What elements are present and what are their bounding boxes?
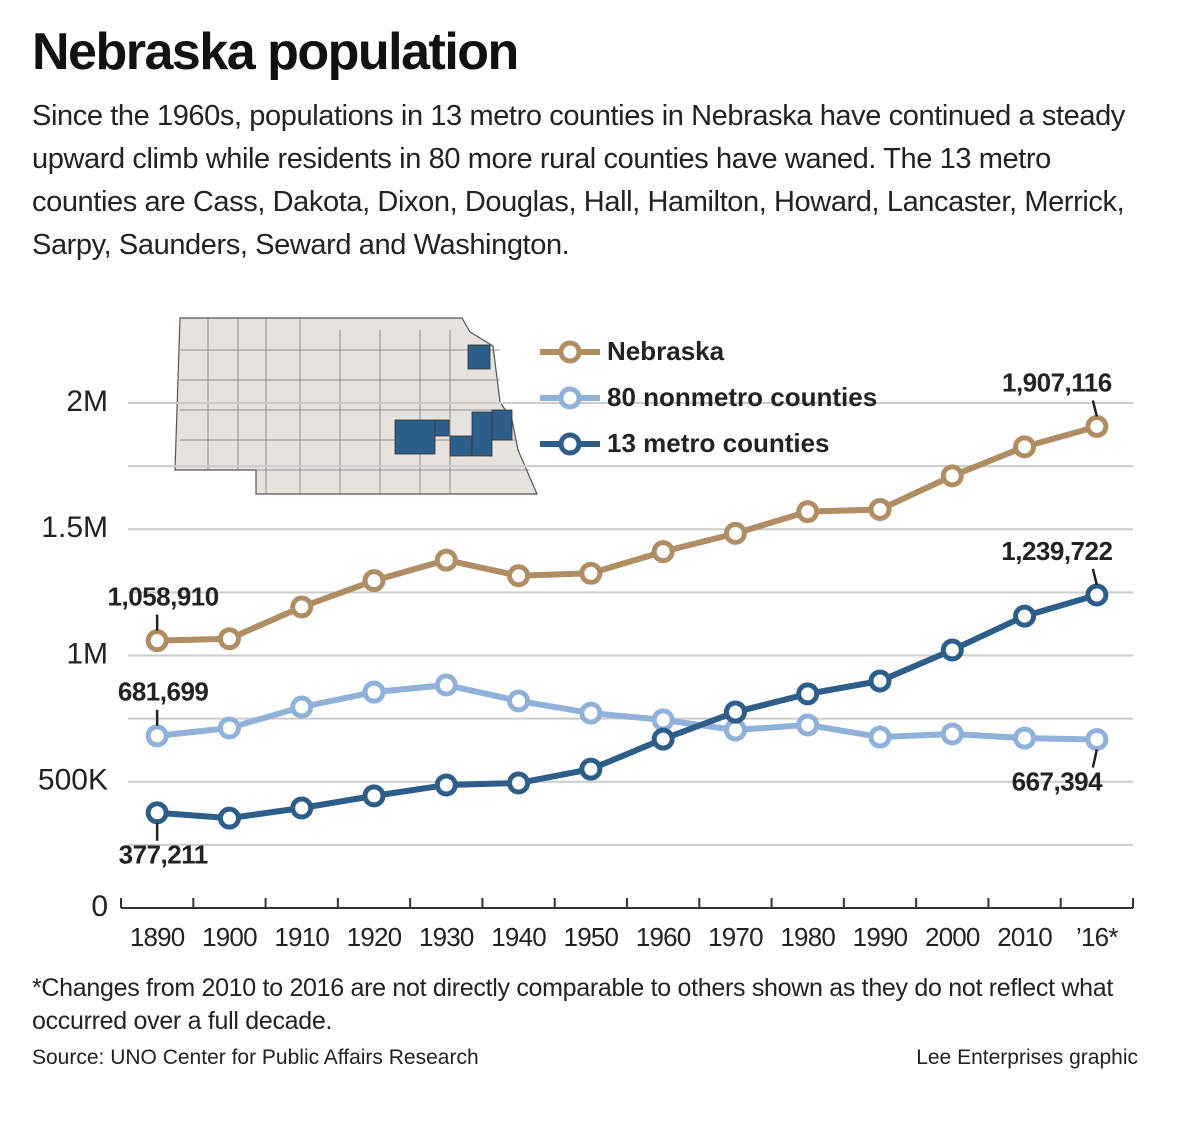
- x-tick-label: 1970: [708, 922, 763, 952]
- x-tick-label: 2010: [997, 922, 1052, 952]
- series: [145, 583, 1109, 830]
- leader-line: [1091, 568, 1099, 586]
- point: [1085, 727, 1109, 751]
- legend-label: 13 metro counties: [607, 428, 830, 458]
- point: [579, 757, 603, 781]
- x-tick-label: 1890: [130, 922, 185, 952]
- x-tick-label: 1980: [780, 922, 835, 952]
- point: [579, 701, 603, 725]
- y-tick-label: 500K: [38, 764, 108, 797]
- value-label: 681,699: [118, 677, 209, 707]
- point: [651, 540, 675, 564]
- point: [145, 629, 169, 653]
- point: [940, 464, 964, 488]
- point: [362, 569, 386, 593]
- point: [217, 627, 241, 651]
- point: [651, 708, 675, 732]
- point: [723, 718, 747, 742]
- value-label: 1,058,910: [108, 582, 219, 612]
- point: [217, 716, 241, 740]
- point: [145, 801, 169, 825]
- point: [507, 689, 531, 713]
- point: [1085, 583, 1109, 607]
- x-tick-label: ’16*: [1076, 922, 1118, 952]
- x-tick-label: 2000: [925, 922, 980, 952]
- point: [868, 669, 892, 693]
- line: [156, 592, 1098, 822]
- y-tick-label: 1.5M: [41, 511, 108, 544]
- y-tick-label: 2M: [66, 385, 108, 418]
- point: [940, 722, 964, 746]
- y-tick-label: 0: [91, 890, 108, 923]
- x-tick-label: 1950: [564, 922, 619, 952]
- point: [434, 673, 458, 697]
- point: [362, 784, 386, 808]
- footnote: *Changes from 2010 to 2016 are not direc…: [32, 974, 1113, 1035]
- value-label: 1,907,116: [1002, 367, 1112, 397]
- point: [796, 713, 820, 737]
- source: Source: UNO Center for Public Affairs Re…: [32, 1046, 479, 1069]
- point: [868, 725, 892, 749]
- legend-marker: [558, 340, 582, 364]
- x-tick-label: 1990: [853, 922, 908, 952]
- leader-line: [1091, 400, 1099, 417]
- point: [1013, 435, 1037, 459]
- point: [579, 561, 603, 585]
- nebraska-map: [174, 317, 538, 495]
- value-label: 1,239,722: [1001, 536, 1112, 566]
- value-label: 667,394: [1012, 766, 1104, 796]
- series: [145, 673, 1109, 751]
- x-tick-label: 1960: [636, 922, 691, 952]
- x-tick-label: 1910: [274, 922, 329, 952]
- point: [651, 727, 675, 751]
- value-label: 377,211: [119, 840, 208, 870]
- x-tick-label: 1930: [419, 922, 474, 952]
- point: [362, 680, 386, 704]
- point: [1013, 726, 1037, 750]
- point: [796, 682, 820, 706]
- point: [868, 497, 892, 521]
- legend-label: 80 nonmetro counties: [607, 382, 877, 412]
- legend-marker: [558, 386, 582, 410]
- series: [145, 414, 1109, 653]
- point: [1085, 414, 1109, 438]
- x-tick-label: 1940: [491, 922, 546, 952]
- point: [507, 564, 531, 588]
- point: [434, 548, 458, 572]
- point: [723, 521, 747, 545]
- point: [217, 806, 241, 830]
- y-tick-label: 1M: [66, 637, 108, 670]
- line: [157, 423, 1098, 644]
- subtitle: Since the 1960s, populations in 13 metro…: [32, 100, 1125, 261]
- credit: Lee Enterprises graphic: [916, 1046, 1138, 1069]
- point: [1013, 604, 1037, 628]
- point: [507, 771, 531, 795]
- title: Nebraska population: [32, 23, 519, 81]
- x-tick-label: 1900: [202, 922, 257, 952]
- point: [796, 500, 820, 524]
- point: [290, 695, 314, 719]
- line: [156, 682, 1097, 743]
- point: [723, 700, 747, 724]
- point: [940, 638, 964, 662]
- point: [434, 773, 458, 797]
- legend-marker: [558, 432, 582, 456]
- legend-label: Nebraska: [607, 336, 725, 366]
- point: [145, 724, 169, 748]
- point: [290, 796, 314, 820]
- x-tick-label: 1920: [347, 922, 402, 952]
- leader-line: [1091, 749, 1099, 768]
- point: [290, 595, 314, 619]
